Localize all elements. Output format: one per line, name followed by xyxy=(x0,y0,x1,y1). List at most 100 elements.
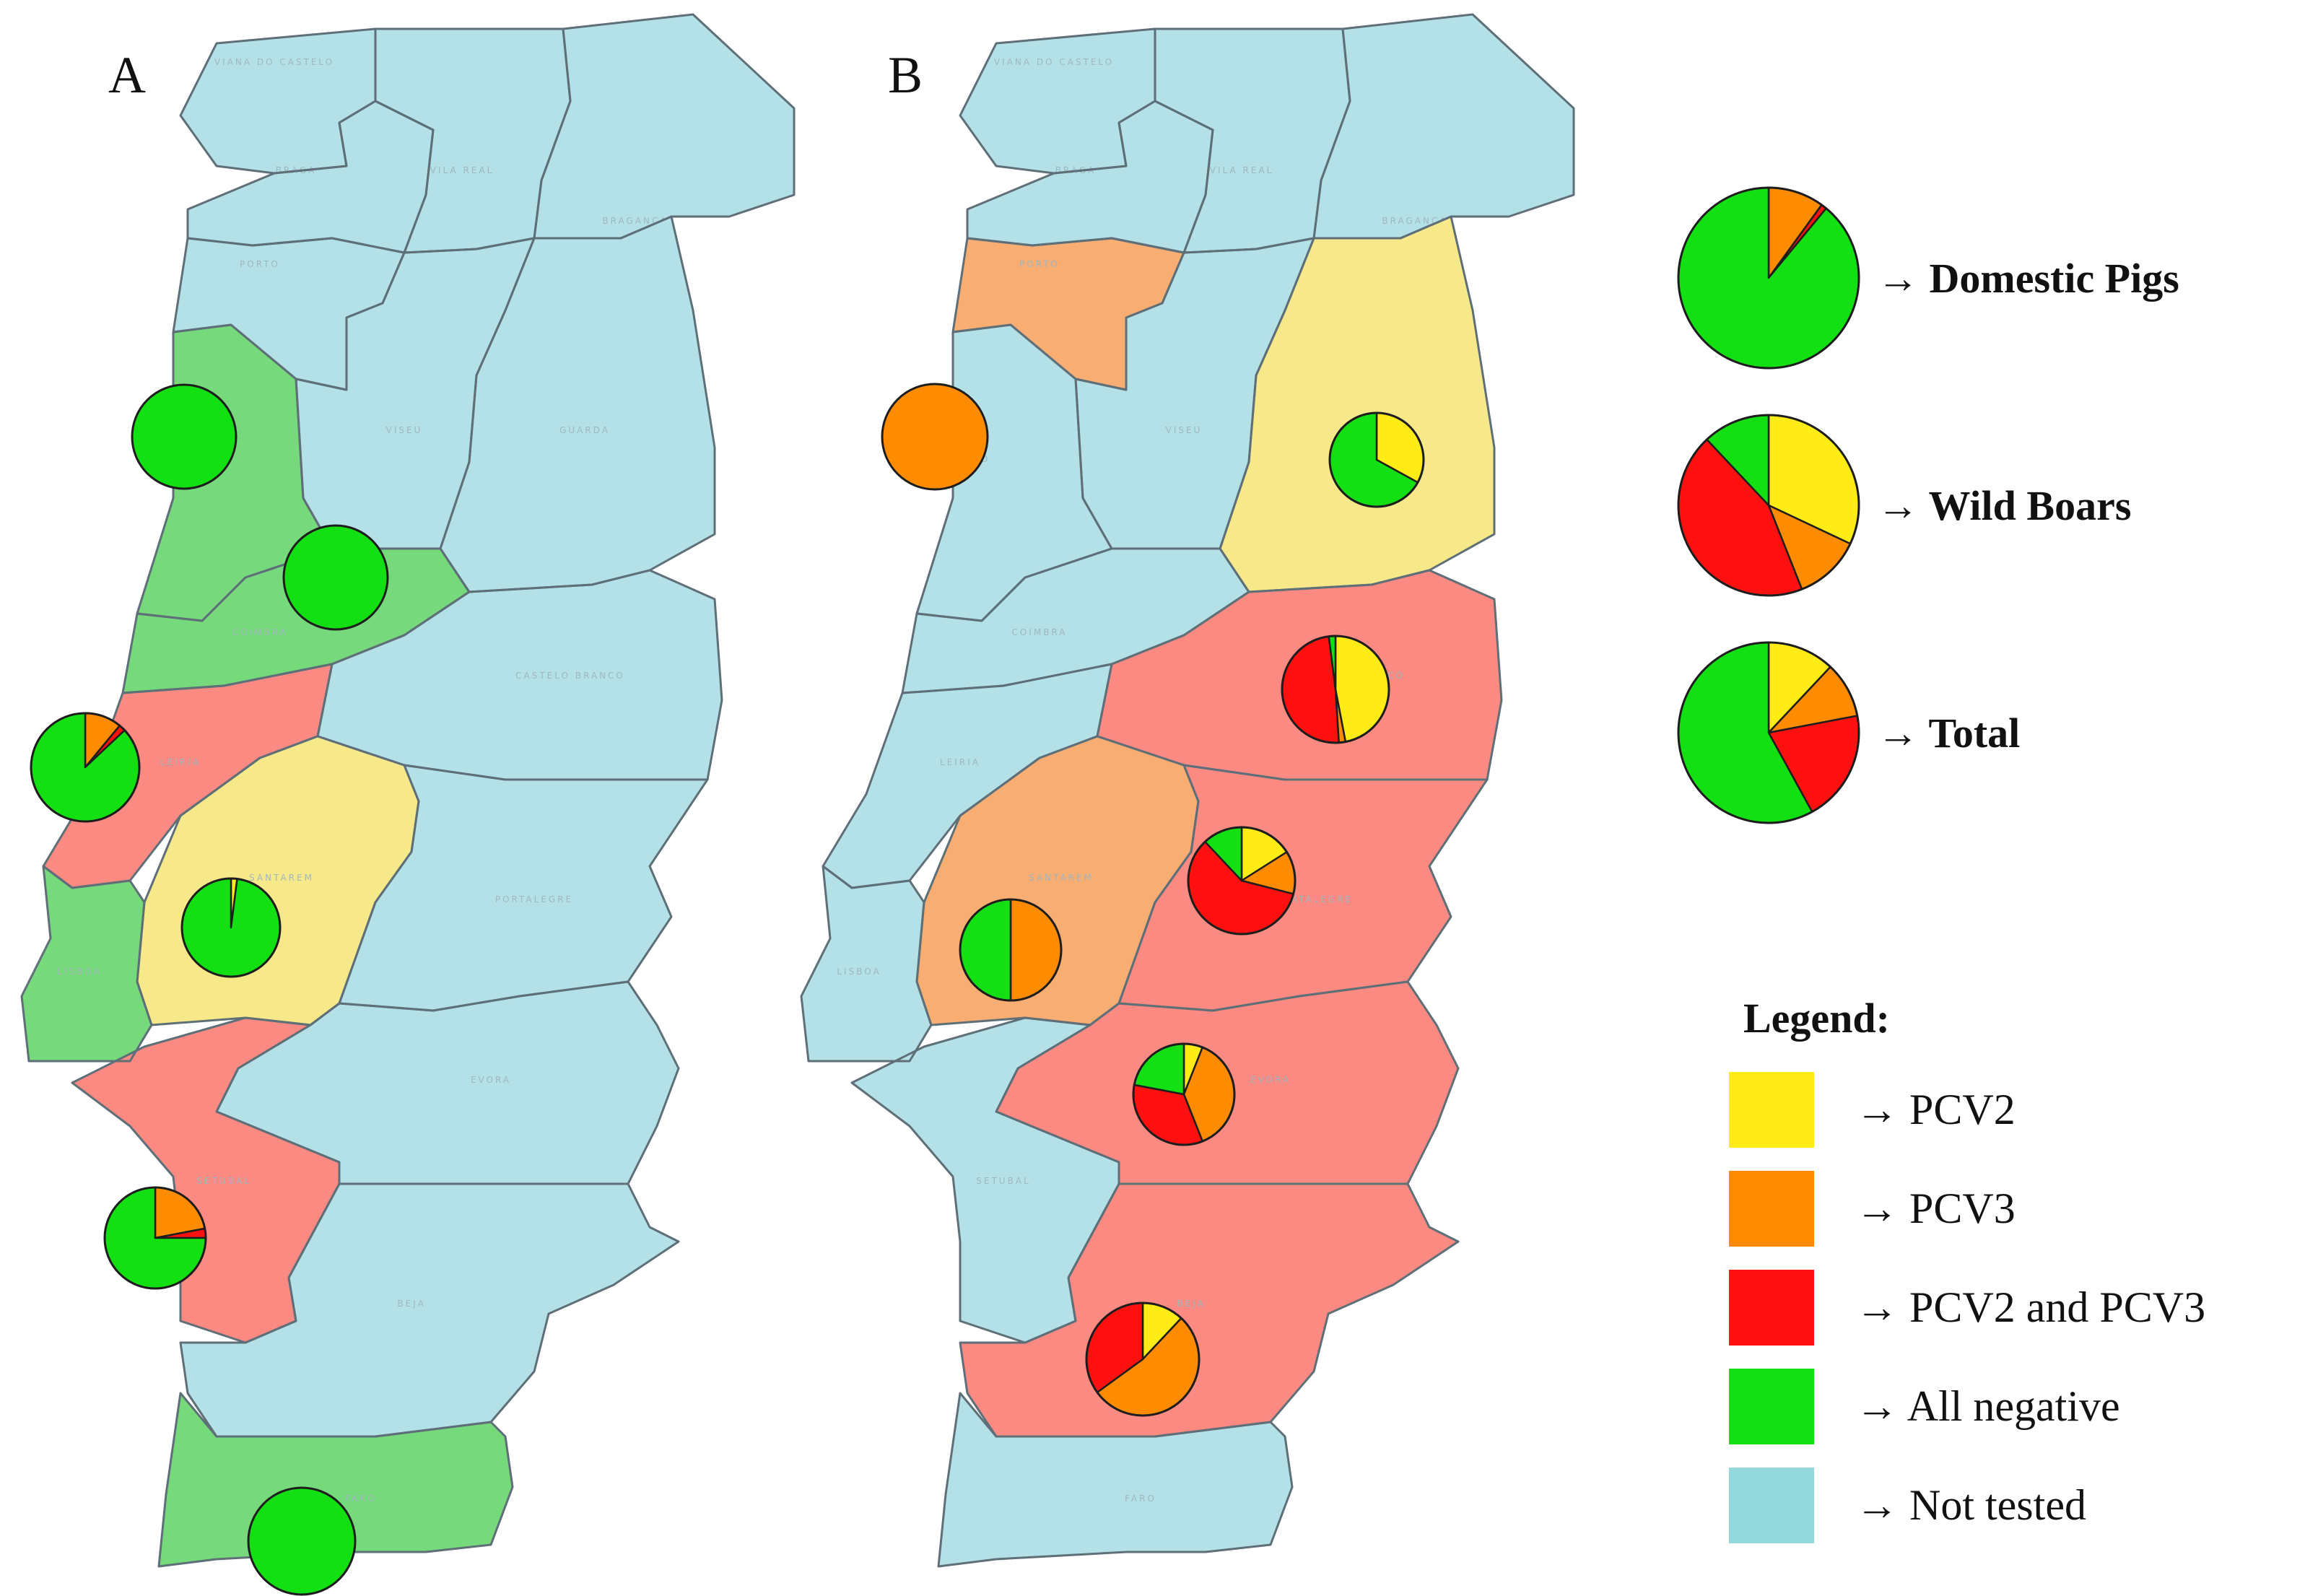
district-label-braganca: BRAGANCA xyxy=(602,216,668,226)
legend-label-not-tested: → Not tested xyxy=(1855,1481,2086,1529)
district-border xyxy=(157,1392,514,1568)
pie-outline xyxy=(1281,635,1390,744)
district-label-setubal: SETUBAL xyxy=(976,1176,1030,1186)
panel-a-label: A xyxy=(108,46,146,104)
district-border xyxy=(215,980,680,1185)
pie-slice-all-negative xyxy=(282,524,389,631)
summary-pie-domestic-pigs xyxy=(1677,186,1860,370)
district-vila-real xyxy=(1155,29,1350,253)
district-label-evora: EVORA xyxy=(1250,1075,1291,1085)
summary-label-total: → Total xyxy=(1877,710,2020,756)
summary-label-domestic-pigs: → Domestic Pigs xyxy=(1877,255,2179,302)
district-label-viseu: VISEU xyxy=(1166,425,1203,435)
pie-leiria xyxy=(30,712,141,823)
pie-guarda xyxy=(1328,411,1425,508)
district-braganca xyxy=(534,14,794,238)
district-label-evora: EVORA xyxy=(471,1075,511,1085)
district-vila-real xyxy=(375,29,570,253)
pie-faro xyxy=(247,1486,357,1596)
district-label-vila-real: VILA REAL xyxy=(1210,165,1274,175)
pie-outline xyxy=(1085,1301,1201,1417)
district-label-viana-do-castelo: VIANA DO CASTELO xyxy=(214,57,334,67)
legend-label-all-negative: → All negative xyxy=(1855,1382,2120,1430)
pie-outline xyxy=(30,712,141,823)
district-lisboa xyxy=(801,866,931,1061)
pie-outline xyxy=(1328,411,1425,508)
district-border xyxy=(20,865,153,1063)
pie-santarem xyxy=(180,877,282,978)
legend-label-pcv3: → PCV3 xyxy=(1855,1185,2016,1232)
legend-swatch-pcv2-and-pcv3 xyxy=(1729,1270,1814,1346)
district-label-castelo-branco: CASTELO BRANCO xyxy=(515,671,625,681)
pie-evora xyxy=(1132,1042,1236,1146)
district-label-portalegre: PORTALEGRE xyxy=(495,894,573,904)
district-lisboa xyxy=(22,866,152,1061)
district-label-coimbra: COIMBRA xyxy=(1011,627,1067,637)
district-portalegre xyxy=(1119,765,1487,1011)
district-border xyxy=(937,1392,1294,1568)
district-leiria xyxy=(823,664,1112,888)
pie-setubal xyxy=(103,1186,207,1290)
district-label-leiria: LEIRIA xyxy=(940,757,980,767)
district-beja xyxy=(180,1184,679,1436)
pie-slice-all-negative xyxy=(247,1486,357,1596)
district-label-viseu: VISEU xyxy=(386,425,423,435)
district-leiria xyxy=(43,664,332,888)
district-label-portalegre: PORTALEGRE xyxy=(1275,894,1353,904)
district-setubal xyxy=(72,1018,339,1343)
district-border xyxy=(800,865,933,1063)
pie-outline xyxy=(1132,1042,1236,1146)
pie-aveiro xyxy=(131,383,238,490)
pie-santarem xyxy=(959,898,1063,1002)
summary-pie-wild-boars xyxy=(1677,414,1860,597)
district-label-santarem: SANTAREM xyxy=(1029,873,1094,883)
pie-slice-pcv3 xyxy=(881,383,989,491)
pie-slice-all-negative xyxy=(131,383,238,490)
district-viseu xyxy=(1076,238,1314,549)
legend-title: Legend: xyxy=(1743,995,1890,1042)
panel-b-label: B xyxy=(888,46,923,104)
district-viana-do-castelo xyxy=(180,29,375,173)
legend: Legend: → PCV2 → PCV3 → PCV2 and PCV3 → All… xyxy=(1729,995,2205,1543)
district-label-guarda: GUARDA xyxy=(559,425,610,435)
pie-outline xyxy=(959,898,1063,1002)
summary-label-wild-boars: → Wild Boars xyxy=(1877,482,2131,529)
summary-pie-total xyxy=(1677,641,1860,824)
district-label-leiria: LEIRIA xyxy=(160,757,201,767)
district-label-setubal: SETUBAL xyxy=(196,1176,250,1186)
pie-outline xyxy=(180,877,282,978)
pie-castelo-branco xyxy=(1281,635,1390,744)
summary-pies: → Domestic Pigs → Wild Boars → Total xyxy=(1677,186,2179,824)
district-label-beja: BEJA xyxy=(1177,1299,1205,1309)
district-border xyxy=(995,980,1460,1185)
pie-coimbra xyxy=(282,524,389,631)
legend-label-pcv2-and-pcv3: → PCV2 and PCV3 xyxy=(1855,1283,2205,1331)
district-label-faro: FARO xyxy=(1125,1493,1156,1504)
pie-outline xyxy=(1677,186,1860,370)
legend-label-pcv2: → PCV2 xyxy=(1855,1086,2016,1133)
district-label-beja: BEJA xyxy=(397,1299,425,1309)
district-portalegre xyxy=(339,765,707,1011)
pie-outline xyxy=(1187,826,1297,936)
pie-outline xyxy=(1677,414,1860,597)
district-braga xyxy=(188,101,433,253)
legend-swatch-pcv2 xyxy=(1729,1072,1814,1148)
pie-outline xyxy=(1677,641,1860,824)
district-setubal xyxy=(852,1018,1119,1343)
district-label-santarem: SANTAREM xyxy=(249,873,314,883)
district-label-viana-do-castelo: VIANA DO CASTELO xyxy=(994,57,1114,67)
district-coimbra xyxy=(902,549,1249,693)
pie-portalegre xyxy=(1187,826,1297,936)
district-evora xyxy=(217,982,679,1184)
district-label-porto: PORTO xyxy=(240,259,280,269)
pie-outline xyxy=(103,1186,207,1290)
district-label-braganca: BRAGANCA xyxy=(1382,216,1447,226)
district-braga xyxy=(967,101,1213,253)
district-viseu xyxy=(296,238,534,549)
pie-porto xyxy=(881,383,989,491)
legend-swatch-all-negative xyxy=(1729,1369,1814,1444)
district-label-coimbra: COIMBRA xyxy=(232,627,287,637)
